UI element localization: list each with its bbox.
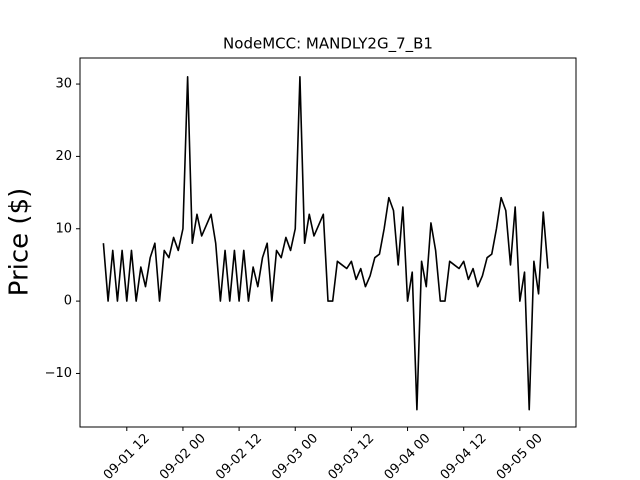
y-axis-label: Price ($) [5,188,35,297]
x-tick-label: 09-02 12 [213,431,265,480]
y-tick-label: −10 [45,366,72,381]
chart-title: NodeMCC: MANDLY2G_7_B1 [223,35,433,54]
price-line [102,76,549,411]
y-tick-label: 0 [64,294,72,309]
x-tick-label: 09-04 00 [382,431,434,480]
y-tick-label: 30 [55,77,72,92]
x-tick-label: 09-03 00 [269,431,321,480]
y-tick-label: 10 [55,221,72,236]
y-tick-label: 20 [55,149,72,164]
x-tick-label: 09-04 12 [438,431,490,480]
x-tick-label: 09-05 00 [494,431,546,480]
x-tick-label: 09-01 12 [101,431,153,480]
x-tick-label: 09-02 00 [157,431,209,480]
x-tick-label: 09-03 12 [325,431,377,480]
plot-frame [79,57,577,428]
